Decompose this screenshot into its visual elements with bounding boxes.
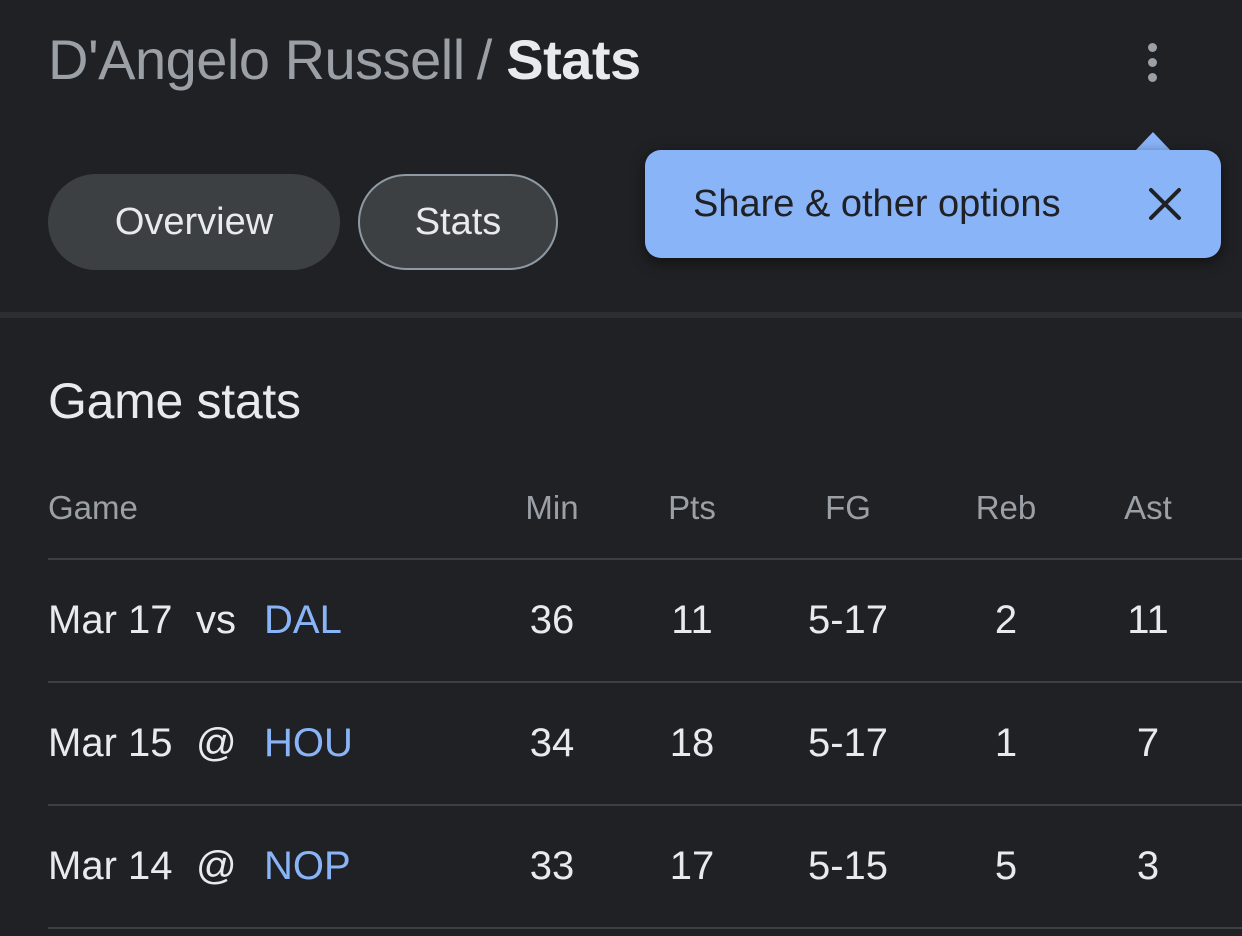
ast-cell: 3 <box>1136 844 1160 888</box>
tab-bar: Overview Stats <box>48 174 558 270</box>
game-location: @ <box>196 844 237 888</box>
share-tooltip: Share & other options <box>645 150 1221 258</box>
fg-cell: 5-17 <box>807 598 889 642</box>
col-min: Min <box>525 489 579 526</box>
section-divider <box>0 312 1242 318</box>
game-cell: Mar 15 @ HOU <box>48 683 353 804</box>
game-location: @ <box>196 721 237 765</box>
reb-cell: 1 <box>994 721 1018 765</box>
tooltip-arrow <box>1135 132 1171 151</box>
tooltip-text: Share & other options <box>693 182 1061 225</box>
ast-cell: 7 <box>1136 721 1160 765</box>
fg-cell: 5-17 <box>807 721 889 765</box>
close-icon[interactable] <box>1145 184 1185 224</box>
section-title: Game stats <box>48 373 301 429</box>
tab-overview[interactable]: Overview <box>48 174 340 270</box>
min-cell: 33 <box>529 844 575 888</box>
ast-cell: 11 <box>1127 598 1169 642</box>
page-title: Stats <box>506 27 641 91</box>
reb-cell: 5 <box>994 844 1018 888</box>
col-reb: Reb <box>975 489 1037 526</box>
breadcrumb: D'Angelo Russell / Stats <box>48 22 641 96</box>
reb-cell: 2 <box>994 598 1018 642</box>
game-location: vs <box>196 598 236 642</box>
opponent-link[interactable]: DAL <box>264 598 342 642</box>
pts-cell: 11 <box>671 598 713 642</box>
more-options-button[interactable] <box>1124 34 1180 90</box>
min-cell: 36 <box>529 598 575 642</box>
more-vert-icon <box>1147 42 1157 52</box>
tab-stats[interactable]: Stats <box>358 174 558 270</box>
game-cell: Mar 17 vs DAL <box>48 560 342 681</box>
more-vert-icon-dot <box>1147 57 1157 67</box>
game-date: Mar 17 <box>48 598 173 642</box>
game-date: Mar 14 <box>48 844 173 888</box>
table-header: Game Min Pts FG Reb Ast <box>48 458 1242 560</box>
breadcrumb-player[interactable]: D'Angelo Russell <box>48 27 465 91</box>
game-date: Mar 15 <box>48 721 173 765</box>
pts-cell: 17 <box>669 844 715 888</box>
table-row[interactable]: Mar 17 vs DAL 36 11 5-17 2 11 <box>48 560 1242 683</box>
table-row[interactable]: Mar 15 @ HOU 34 18 5-17 1 7 <box>48 683 1242 806</box>
col-ast: Ast <box>1124 489 1172 526</box>
table-row[interactable]: Mar 14 @ NOP 33 17 5-15 5 3 <box>48 806 1242 929</box>
fg-cell: 5-15 <box>807 844 889 888</box>
breadcrumb-separator: / <box>476 27 493 91</box>
col-pts: Pts <box>668 489 716 526</box>
col-game: Game <box>48 489 138 526</box>
pts-cell: 18 <box>669 721 715 765</box>
game-cell: Mar 14 @ NOP <box>48 806 351 927</box>
min-cell: 34 <box>529 721 575 765</box>
col-fg: FG <box>825 489 871 526</box>
game-stats-table: Game Min Pts FG Reb Ast Mar 17 vs DAL 36… <box>48 458 1242 929</box>
opponent-link[interactable]: NOP <box>264 844 351 888</box>
more-vert-icon-dot <box>1147 72 1157 82</box>
opponent-link[interactable]: HOU <box>264 721 353 765</box>
